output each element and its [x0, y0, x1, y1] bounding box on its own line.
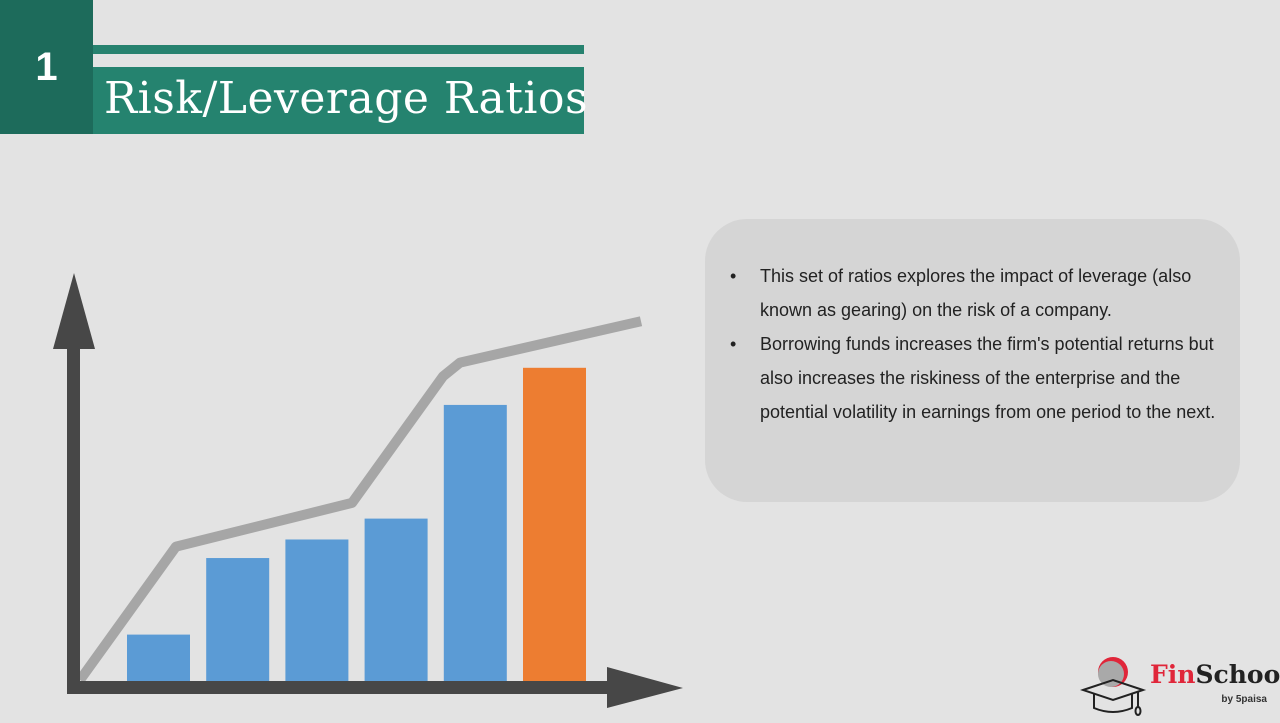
logo-text-school: School: [1195, 660, 1280, 689]
growth-chart: [53, 273, 683, 708]
y-axis: [67, 340, 80, 694]
graduation-cap-icon: [1079, 657, 1147, 716]
info-panel: This set of ratios explores the impact o…: [705, 219, 1240, 502]
chart-bar: [285, 539, 349, 681]
chart-bar: [206, 558, 270, 681]
logo-text-fin: Fin: [1150, 660, 1196, 689]
trend-line: [75, 316, 643, 683]
x-axis-arrow-icon: [607, 667, 683, 708]
page-title: Risk/Leverage Ratios: [93, 67, 588, 134]
title-accent-bar: [93, 45, 584, 54]
section-number: 1: [0, 0, 93, 134]
chart-bar: [443, 404, 507, 681]
bullet-item: This set of ratios explores the impact o…: [730, 259, 1235, 327]
y-axis-arrow-icon: [53, 273, 95, 349]
chart-bar: [364, 518, 428, 681]
logo-byline: by 5paisa: [1221, 694, 1267, 705]
finschool-logo: FinSchool by 5paisa: [1079, 652, 1280, 718]
chart-bar: [523, 367, 586, 681]
x-axis: [67, 681, 612, 694]
bullet-item: Borrowing funds increases the firm's pot…: [730, 327, 1235, 429]
chart-bar: [127, 634, 190, 681]
